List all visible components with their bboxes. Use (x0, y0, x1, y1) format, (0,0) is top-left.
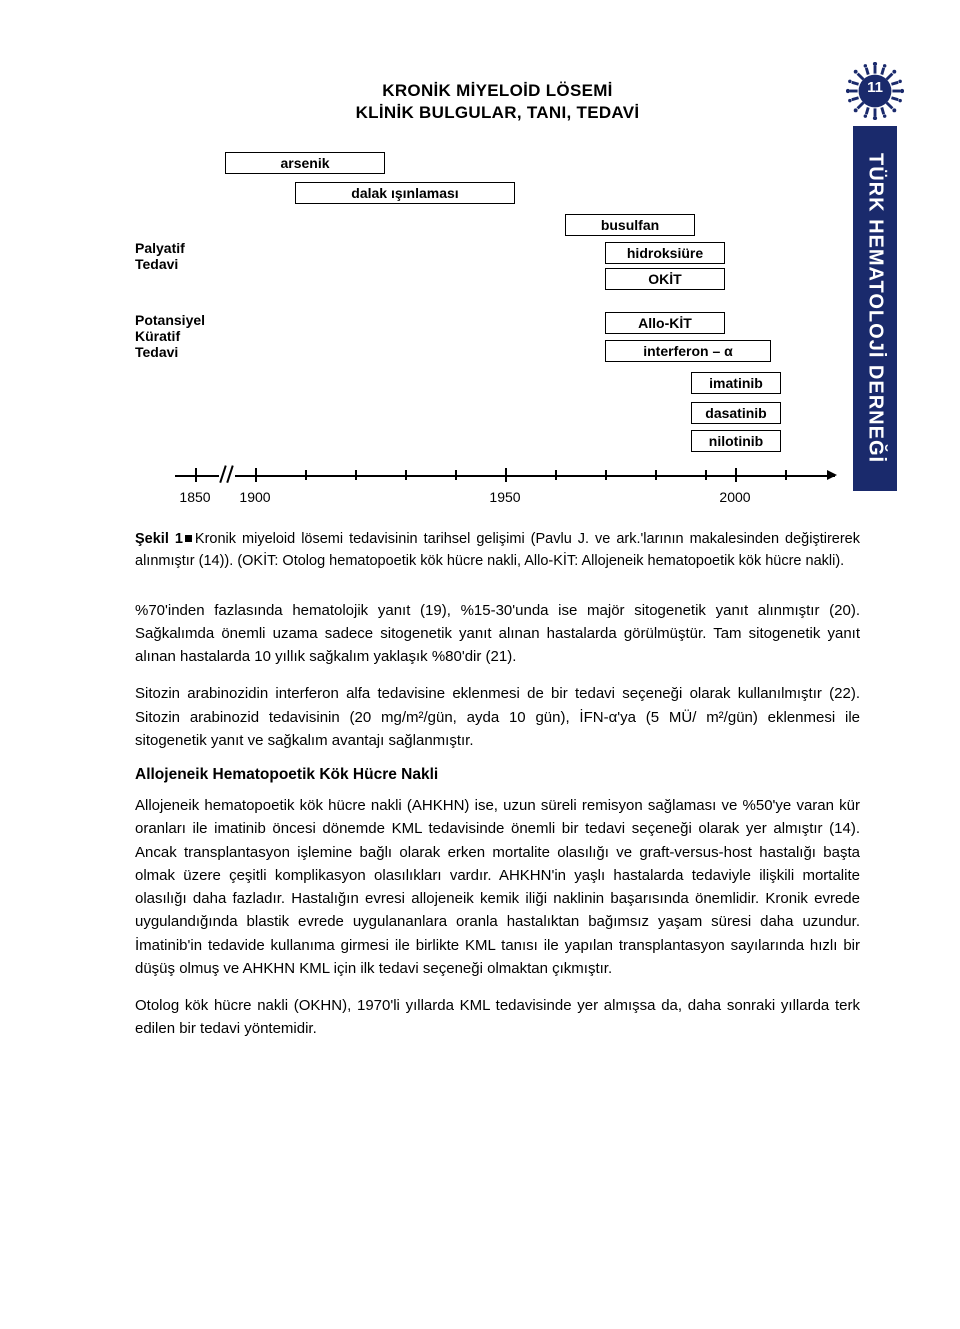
caption-label: Şekil 1 (135, 531, 183, 547)
paragraph-2: Sitozin arabinozidin interferon alfa ted… (135, 682, 860, 752)
box-interferon: interferon – α (605, 340, 771, 362)
box-dasatinib: dasatinib (691, 402, 781, 424)
page-title: KRONİK MİYELOİD LÖSEMİ KLİNİK BULGULAR, … (135, 80, 860, 124)
title-line1: KRONİK MİYELOİD LÖSEMİ (135, 80, 860, 102)
box-okit: OKİT (605, 268, 725, 290)
title-line2: KLİNİK BULGULAR, TANI, TEDAVİ (135, 102, 860, 124)
subheading-ahkhn: Allojeneik Hematopoetik Kök Hücre Nakli (135, 766, 860, 784)
box-busulfan: busulfan (565, 214, 695, 236)
y-label-palliative: Palyatif Tedavi (135, 240, 185, 272)
timeline-figure: Palyatif Tedavi Potansiyel Küratif Tedav… (135, 152, 845, 517)
year-1950: 1950 (489, 489, 520, 505)
box-allokit: Allo-KİT (605, 312, 725, 334)
page-medal: 11 (846, 62, 904, 120)
year-2000: 2000 (719, 489, 750, 505)
caption-text: Kronik miyeloid lösemi tedavisinin tarih… (135, 531, 860, 569)
paragraph-4: Otolog kök hücre nakli (OKHN), 1970'li y… (135, 994, 860, 1041)
box-imatinib: imatinib (691, 372, 781, 394)
figure-caption: Şekil 1Kronik miyeloid lösemi tedavisini… (135, 529, 860, 573)
year-1900: 1900 (239, 489, 270, 505)
article-body: %70'inden fazlasında hematolojik yanıt (… (135, 599, 860, 1041)
box-nilotinib: nilotinib (691, 430, 781, 452)
paragraph-1: %70'inden fazlasında hematolojik yanıt (… (135, 599, 860, 669)
box-arsenik: arsenik (225, 152, 385, 174)
box-dalak: dalak ışınlaması (295, 182, 515, 204)
sidebar-ornament: 11 TÜRK HEMATOLOJİ DERNEĞİ (845, 62, 905, 491)
sidebar-org-label: TÜRK HEMATOLOJİ DERNEĞİ (853, 126, 897, 491)
box-hidroksiure: hidroksiüre (605, 242, 725, 264)
y-label-curative: Potansiyel Küratif Tedavi (135, 312, 205, 360)
timeline-axis: 1850 1900 1950 2000 (175, 463, 835, 493)
paragraph-3: Allojeneik hematopoetik kök hücre nakli … (135, 794, 860, 980)
page-number: 11 (846, 79, 904, 96)
year-1850: 1850 (179, 489, 210, 505)
